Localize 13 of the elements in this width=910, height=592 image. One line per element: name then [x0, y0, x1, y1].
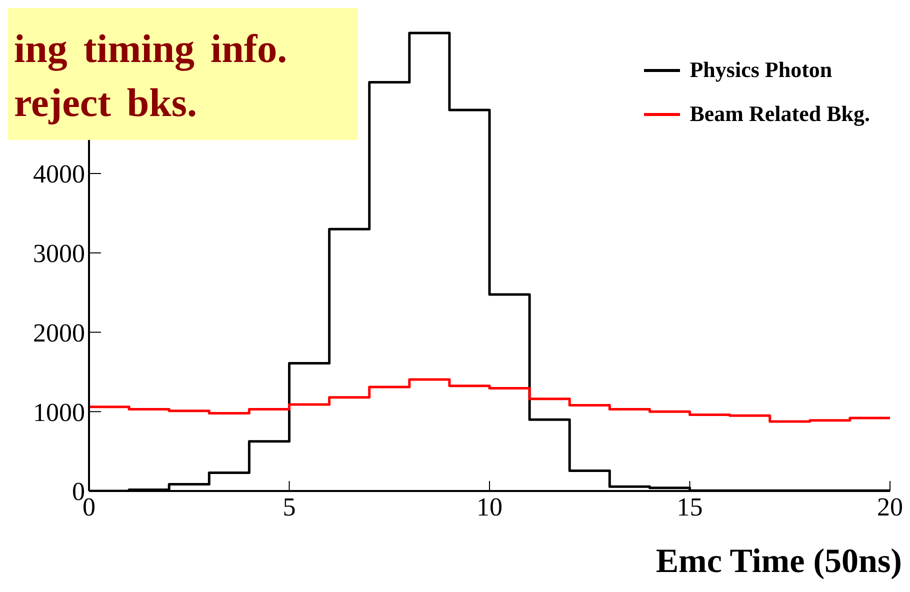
x-axis-title: Emc Time (50ns): [656, 543, 902, 581]
y-tick-label: 4000: [33, 160, 85, 189]
x-tick-label: 5: [282, 492, 296, 522]
y-tick-label: 1000: [33, 398, 85, 427]
annotation: reject bks.: [14, 79, 198, 127]
x-tick-label: 15: [676, 492, 703, 522]
legend-label: Beam Related Bkg.: [690, 101, 870, 127]
annotation: ing timing info.: [14, 25, 288, 73]
y-tick-label: 2000: [33, 318, 85, 348]
x-tick-label: 10: [476, 492, 502, 522]
x-tick-label: 20: [877, 492, 903, 522]
y-tick-label: 3000: [33, 239, 85, 268]
legend-label: Physics Photon: [690, 57, 832, 83]
